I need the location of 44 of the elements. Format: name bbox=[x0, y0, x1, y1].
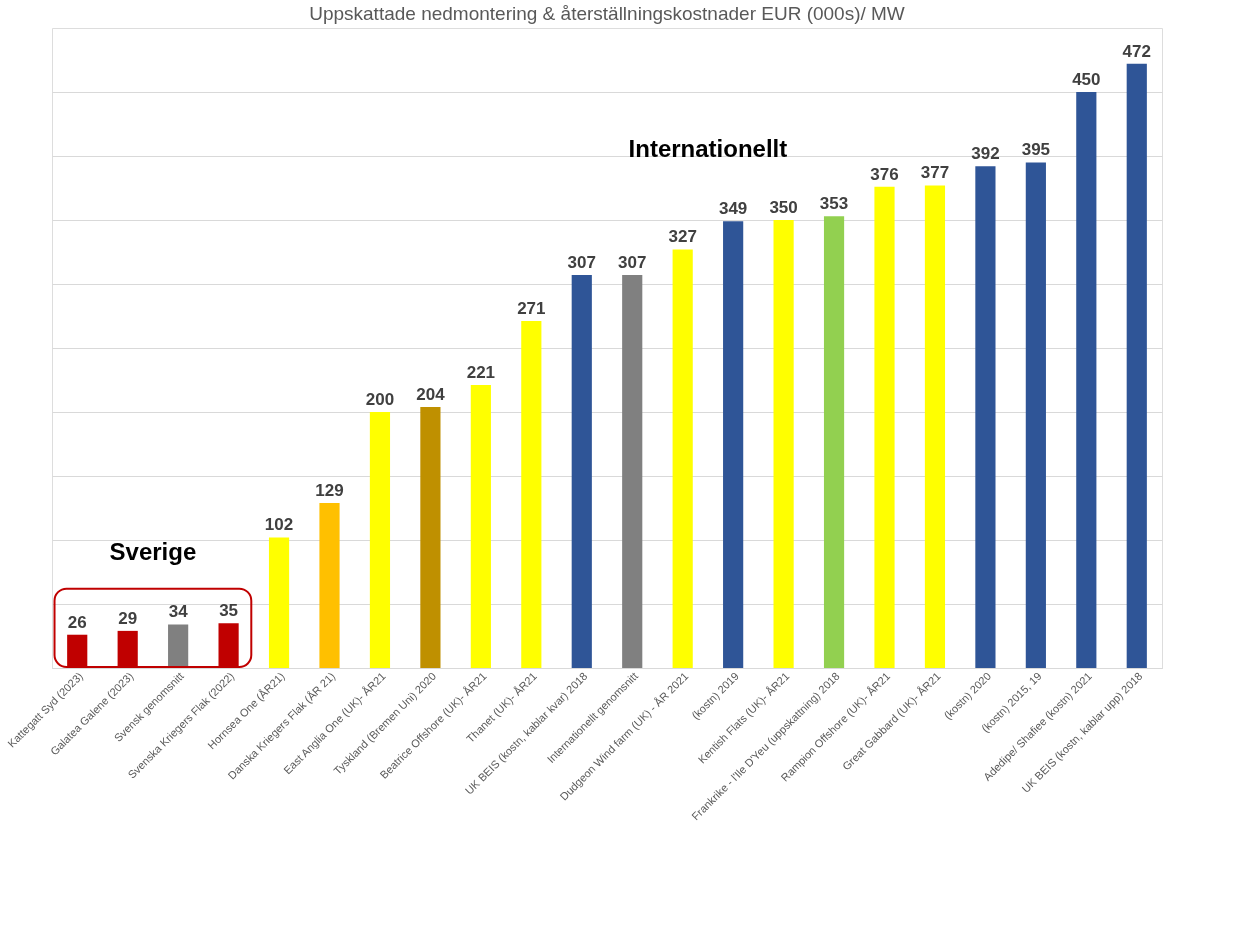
data-label: 307 bbox=[567, 253, 596, 273]
bar bbox=[823, 216, 845, 668]
bar bbox=[420, 406, 441, 668]
bar bbox=[369, 412, 391, 668]
data-label: 307 bbox=[618, 253, 647, 273]
data-label: 221 bbox=[466, 363, 496, 383]
bar bbox=[319, 502, 340, 668]
bar bbox=[268, 537, 290, 668]
data-label: 129 bbox=[315, 480, 344, 500]
chart-title: Uppskattade nedmontering & återställningskostnader EUR (000s)/ MW bbox=[309, 3, 905, 24]
bar bbox=[571, 275, 592, 668]
bar bbox=[672, 249, 693, 668]
bar bbox=[975, 166, 996, 668]
data-label: 350 bbox=[769, 198, 798, 217]
bar bbox=[1076, 92, 1097, 668]
bar bbox=[168, 624, 189, 668]
data-label: 26 bbox=[67, 612, 87, 632]
data-label: 35 bbox=[219, 601, 239, 621]
data-label: 450 bbox=[1072, 70, 1101, 89]
bar bbox=[1025, 162, 1046, 668]
bar bbox=[723, 221, 744, 668]
bar bbox=[773, 220, 794, 668]
annotation: Sverige bbox=[109, 537, 197, 565]
data-label: 353 bbox=[819, 194, 849, 214]
data-label: 29 bbox=[118, 608, 138, 628]
data-label: 102 bbox=[264, 515, 294, 535]
data-label: 376 bbox=[870, 164, 899, 184]
data-label: 271 bbox=[517, 299, 546, 319]
bar bbox=[622, 275, 643, 668]
bar bbox=[470, 385, 491, 668]
bar bbox=[924, 185, 946, 668]
bar bbox=[521, 321, 542, 668]
bar bbox=[874, 186, 895, 668]
data-label: 377 bbox=[920, 163, 950, 183]
data-label: 472 bbox=[1122, 41, 1151, 61]
data-label: 34 bbox=[168, 602, 189, 622]
annotation: Internationellt bbox=[628, 134, 788, 162]
data-label: 392 bbox=[971, 144, 1000, 164]
data-label: 204 bbox=[416, 384, 446, 404]
data-label: 200 bbox=[365, 390, 395, 409]
data-label: 349 bbox=[718, 199, 748, 219]
data-label: 327 bbox=[668, 227, 697, 247]
bar bbox=[1126, 63, 1147, 668]
data-label: 395 bbox=[1021, 140, 1051, 160]
